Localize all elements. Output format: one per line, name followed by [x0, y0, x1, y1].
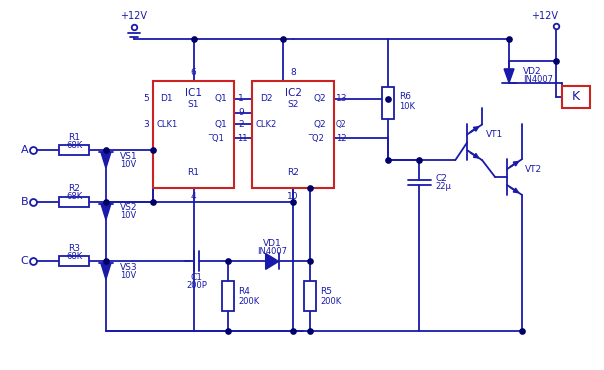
Text: IN4007: IN4007 [523, 75, 553, 84]
Text: 3: 3 [143, 120, 149, 129]
Text: Q1: Q1 [214, 120, 226, 129]
Text: D2: D2 [260, 94, 272, 103]
Text: 9: 9 [239, 108, 244, 117]
Text: VS2: VS2 [120, 204, 137, 212]
Text: VS1: VS1 [120, 152, 138, 161]
Text: 4: 4 [191, 192, 196, 201]
Text: 5: 5 [143, 94, 149, 103]
Bar [252, 81, 334, 188]
Text: 10V: 10V [120, 211, 136, 220]
Text: 13: 13 [336, 94, 347, 103]
Text: R2: R2 [68, 185, 80, 194]
Bar [562, 86, 590, 108]
Text: 1: 1 [239, 94, 244, 103]
Text: IC1: IC1 [185, 88, 202, 98]
Text: R3: R3 [68, 244, 80, 253]
Text: ̅Q2: ̅Q2 [312, 134, 324, 143]
Text: Q1: Q1 [214, 94, 226, 103]
Text: R1: R1 [187, 168, 199, 176]
Polygon shape [504, 69, 514, 83]
Text: 200K: 200K [320, 297, 341, 306]
Text: IN4007: IN4007 [257, 247, 287, 256]
Polygon shape [101, 204, 111, 220]
Text: 10K: 10K [400, 102, 416, 111]
Text: 2: 2 [239, 120, 244, 129]
Text: VD1: VD1 [263, 239, 281, 248]
Bar [59, 256, 89, 266]
Text: CLK2: CLK2 [255, 120, 277, 129]
Text: 8: 8 [290, 68, 296, 77]
Text: CLK1: CLK1 [156, 120, 177, 129]
Text: R1: R1 [68, 133, 80, 142]
Text: IC2: IC2 [284, 88, 301, 98]
Text: +12V: +12V [120, 11, 147, 21]
Text: R4: R4 [239, 287, 250, 296]
Text: VS3: VS3 [120, 263, 138, 272]
Text: 68K: 68K [66, 192, 82, 201]
Bar [153, 81, 234, 188]
Text: R2: R2 [287, 168, 299, 176]
Text: 68K: 68K [66, 252, 82, 261]
Polygon shape [266, 253, 278, 269]
Polygon shape [101, 152, 111, 168]
Bar [304, 281, 316, 311]
Text: 11: 11 [237, 134, 248, 143]
Text: C2: C2 [435, 174, 447, 182]
Text: 200P: 200P [186, 281, 207, 290]
Text: C1: C1 [190, 273, 202, 282]
Text: A: A [21, 145, 28, 155]
Bar [59, 197, 89, 207]
Text: R5: R5 [320, 287, 332, 296]
Text: D1: D1 [160, 94, 173, 103]
Text: 200K: 200K [239, 297, 260, 306]
Text: 10V: 10V [120, 271, 136, 280]
Text: 22μ: 22μ [435, 182, 451, 192]
Polygon shape [101, 263, 111, 279]
Text: 6: 6 [191, 68, 196, 77]
Text: K: K [571, 90, 580, 103]
Text: VT2: VT2 [525, 165, 542, 174]
Text: C: C [21, 256, 28, 266]
Bar [222, 281, 234, 311]
Text: Q2: Q2 [335, 120, 346, 129]
Text: S1: S1 [188, 100, 199, 109]
Text: +12V: +12V [532, 11, 558, 21]
Text: 10V: 10V [120, 160, 136, 169]
Text: Q2: Q2 [313, 120, 326, 129]
Text: 12: 12 [336, 134, 347, 143]
Text: ̅Q1: ̅Q1 [213, 134, 224, 143]
Text: B: B [21, 197, 28, 207]
Text: 68K: 68K [66, 141, 82, 150]
Text: VD2: VD2 [523, 67, 542, 76]
Bar [59, 145, 89, 155]
Text: S2: S2 [288, 100, 299, 109]
Text: R6: R6 [400, 92, 411, 101]
Text: 10: 10 [288, 192, 299, 201]
Bar [382, 87, 394, 118]
Text: Q2: Q2 [313, 94, 326, 103]
Text: VT1: VT1 [486, 130, 503, 139]
